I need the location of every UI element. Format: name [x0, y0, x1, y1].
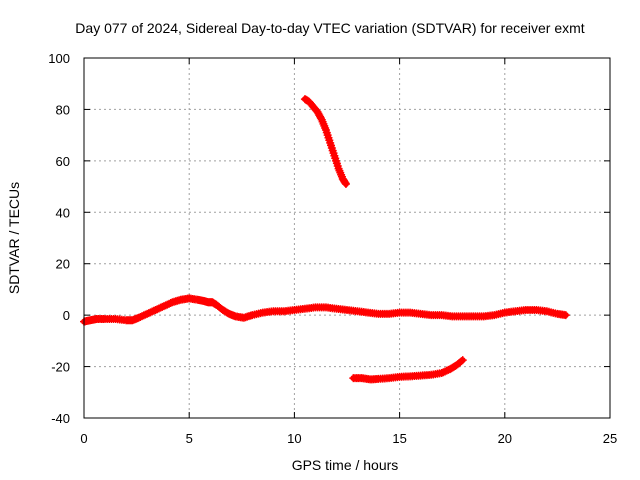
x-axis-label: GPS time / hours — [292, 457, 399, 473]
series-low-arc — [349, 356, 467, 384]
series-main — [80, 294, 570, 326]
x-tick-label: 20 — [498, 431, 512, 446]
y-tick-label: 40 — [56, 205, 70, 220]
y-tick-label: 0 — [63, 308, 70, 323]
data-point — [457, 357, 466, 366]
data-point — [458, 356, 467, 365]
y-tick-label: 100 — [48, 51, 70, 66]
x-tick-label: 0 — [80, 431, 87, 446]
series-high-arc — [300, 95, 350, 188]
data-point — [561, 311, 570, 320]
x-tick-label: 25 — [603, 431, 617, 446]
y-tick-label: -20 — [51, 360, 70, 375]
ticks: 0 5 10 15 20 25 -40 -20 0 20 40 60 80 100 — [48, 51, 617, 446]
plot-frame — [83, 57, 611, 419]
y-tick-label: 80 — [56, 102, 70, 117]
y-axis-label: SDTVAR / TECUs — [6, 182, 22, 294]
y-tick-label: -40 — [51, 411, 70, 426]
series-group — [80, 95, 570, 384]
grid — [84, 58, 610, 418]
x-tick-label: 15 — [392, 431, 406, 446]
x-tick-label: 5 — [186, 431, 193, 446]
data-point — [341, 180, 350, 188]
x-tick-label: 10 — [287, 431, 301, 446]
chart-title: Day 077 of 2024, Sidereal Day-to-day VTE… — [75, 20, 584, 36]
data-point — [316, 114, 325, 123]
y-tick-label: 20 — [56, 257, 70, 272]
y-tick-label: 60 — [56, 154, 70, 169]
